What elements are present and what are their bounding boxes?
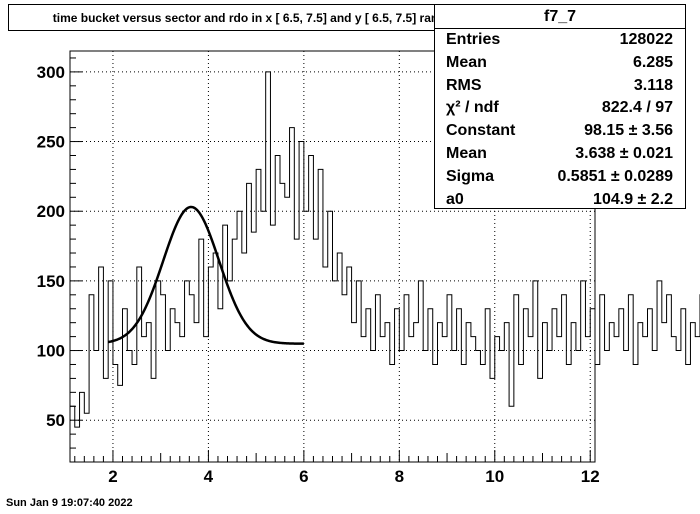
timestamp: Sun Jan 9 19:07:40 2022 — [6, 497, 133, 509]
axes: 2 4 6 8 10 12 50 100 150 200 250 300 — [37, 57, 600, 486]
x-tick-label: 8 — [395, 467, 404, 486]
fit-curve-line — [107, 205, 304, 345]
stats-row: Constant 98.15 ± 3.56 — [435, 120, 685, 143]
stats-key: Mean — [446, 53, 487, 71]
x-tick-label: 6 — [299, 467, 308, 486]
y-tick-label: 250 — [37, 133, 65, 152]
stats-row: Sigma 0.5851 ± 0.0289 — [435, 166, 685, 189]
stats-value: 0.5851 ± 0.0289 — [557, 167, 673, 185]
stats-key: Entries — [446, 31, 501, 48]
x-tick-label: 4 — [204, 467, 214, 486]
y-tick-label: 100 — [37, 342, 65, 361]
x-tick-label: 10 — [485, 467, 504, 486]
stats-row: χ² / ndf 822.4 / 97 — [435, 97, 685, 120]
stats-row: Mean 3.638 ± 0.021 — [435, 143, 685, 166]
x-tick-label: 2 — [108, 467, 117, 486]
stats-value: 3.638 ± 0.021 — [575, 144, 673, 162]
stats-key: Sigma — [446, 167, 495, 185]
histogram-series — [70, 71, 700, 428]
stats-value: 6.285 — [632, 53, 673, 71]
stats-value: 3.118 — [633, 76, 673, 94]
stats-row: RMS 3.118 — [435, 75, 685, 98]
stats-row: Entries 128022 — [435, 29, 685, 52]
stats-box: f7_7 Entries 128022 Mean 6.285 RMS 3.118… — [434, 4, 686, 209]
stats-key: Mean — [446, 144, 487, 162]
stats-key: RMS — [446, 76, 482, 94]
stats-key: a0 — [446, 190, 464, 208]
stats-value: 128022 — [619, 31, 673, 48]
stats-value: 98.15 ± 3.56 — [584, 122, 673, 140]
stats-histogram-name: f7_7 — [435, 5, 685, 29]
fit-curve — [107, 205, 304, 345]
stats-row: a0 104.9 ± 2.2 — [435, 189, 685, 212]
histogram-line — [70, 71, 700, 428]
y-tick-label: 150 — [37, 272, 65, 291]
stats-key: χ² / ndf — [446, 99, 499, 117]
stats-value: 822.4 / 97 — [601, 99, 673, 117]
plot-title: time bucket versus sector and rdo in x [… — [8, 4, 497, 31]
y-tick-label: 50 — [46, 411, 65, 430]
x-tick-label: 12 — [581, 467, 600, 486]
stats-value: 104.9 ± 2.2 — [593, 190, 673, 208]
y-tick-label: 200 — [37, 202, 65, 221]
stats-key: Constant — [446, 122, 516, 140]
stats-row: Mean 6.285 — [435, 52, 685, 75]
y-tick-label: 300 — [37, 63, 65, 82]
